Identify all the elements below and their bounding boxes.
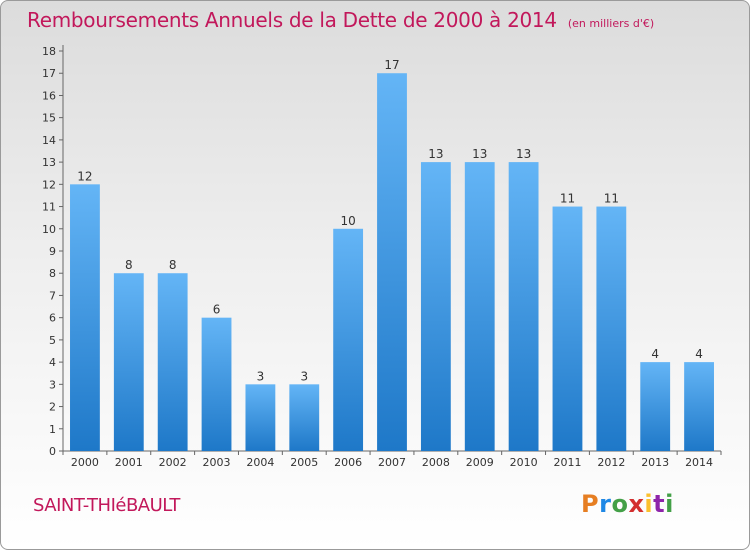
x-tick-label: 2005: [290, 456, 318, 469]
y-tick-label: 8: [49, 267, 56, 280]
chart-title: Remboursements Annuels de la Dette de 20…: [27, 8, 654, 32]
value-label: 12: [77, 169, 92, 183]
logo-letter: i: [665, 490, 674, 518]
town-name: SAINT-THIéBAULT: [33, 495, 180, 516]
y-tick-label: 9: [49, 245, 56, 258]
y-tick-label: 15: [42, 112, 56, 125]
y-tick-label: 17: [42, 67, 56, 80]
y-tick-label: 12: [42, 178, 56, 191]
label-layer: 12 2000 8 2001 8 2002 6 2003 3 2004 3 2005 10 2006 17 2…: [71, 58, 713, 469]
value-label: 4: [695, 347, 703, 361]
bar: [201, 317, 232, 451]
x-tick-label: 2001: [115, 456, 143, 469]
x-tick-label: 2012: [597, 456, 625, 469]
y-tick-label: 18: [42, 45, 56, 58]
x-tick-label: 2003: [203, 456, 231, 469]
bar: [70, 184, 100, 452]
value-label: 4: [651, 347, 659, 361]
chart-unit-text: (en milliers d'€): [567, 17, 655, 30]
value-label: 3: [257, 369, 265, 383]
value-label: 8: [169, 258, 177, 272]
y-tick-label: 13: [42, 156, 56, 169]
bar: [289, 384, 320, 451]
bar: [113, 273, 144, 451]
y-tick-label: 0: [49, 445, 56, 458]
logo-letter: t: [653, 490, 666, 518]
value-label: 10: [340, 214, 355, 228]
y-tick-label: 5: [49, 334, 56, 347]
y-tick-label: 6: [49, 312, 56, 325]
bar: [552, 206, 583, 451]
x-tick-label: 2004: [246, 456, 274, 469]
bar: [508, 162, 539, 451]
value-label: 6: [213, 303, 221, 317]
logo-letter: x: [628, 490, 645, 518]
proxiti-logo: Proxiti: [581, 490, 674, 518]
x-tick-label: 2008: [422, 456, 450, 469]
chart-title-text: Remboursements Annuels de la Dette de 20…: [27, 8, 557, 32]
value-label: 17: [384, 58, 399, 72]
x-tick-label: 2000: [71, 456, 99, 469]
value-label: 13: [472, 147, 487, 161]
bar: [596, 206, 627, 451]
logo-letter: o: [611, 490, 629, 518]
x-tick-label: 2013: [641, 456, 669, 469]
y-tick-label: 1: [49, 423, 56, 436]
y-tick-label: 2: [49, 401, 56, 414]
y-tick-label: 3: [49, 378, 56, 391]
bar-layer: [70, 73, 714, 452]
y-tick-label: 4: [49, 356, 56, 369]
y-tick-label: 14: [42, 134, 56, 147]
value-label: 8: [125, 258, 133, 272]
bar: [420, 162, 451, 451]
bar: [640, 362, 671, 451]
value-label: 13: [428, 147, 443, 161]
y-tick-label: 11: [42, 201, 56, 214]
value-label: 13: [516, 147, 531, 161]
bar: [377, 73, 407, 451]
x-tick-label: 2009: [466, 456, 494, 469]
x-tick-label: 2006: [334, 456, 362, 469]
y-tick-label: 10: [42, 223, 56, 236]
y-tick-label: 16: [42, 89, 56, 102]
logo-letter: P: [581, 490, 600, 518]
bar: [245, 384, 276, 451]
logo-letter: i: [644, 490, 654, 518]
value-label: 11: [604, 192, 619, 206]
bar: [333, 228, 364, 451]
bar: [157, 273, 188, 451]
y-tick-label: 7: [49, 289, 56, 302]
value-label: 3: [300, 369, 308, 383]
x-tick-label: 2010: [510, 456, 538, 469]
x-tick-label: 2011: [553, 456, 581, 469]
value-label: 11: [560, 192, 575, 206]
bar: [464, 162, 495, 451]
bar: [684, 362, 714, 451]
x-tick-label: 2007: [378, 456, 406, 469]
x-tick-label: 2014: [685, 456, 713, 469]
x-tick-label: 2002: [159, 456, 187, 469]
logo-letter: r: [599, 490, 612, 518]
